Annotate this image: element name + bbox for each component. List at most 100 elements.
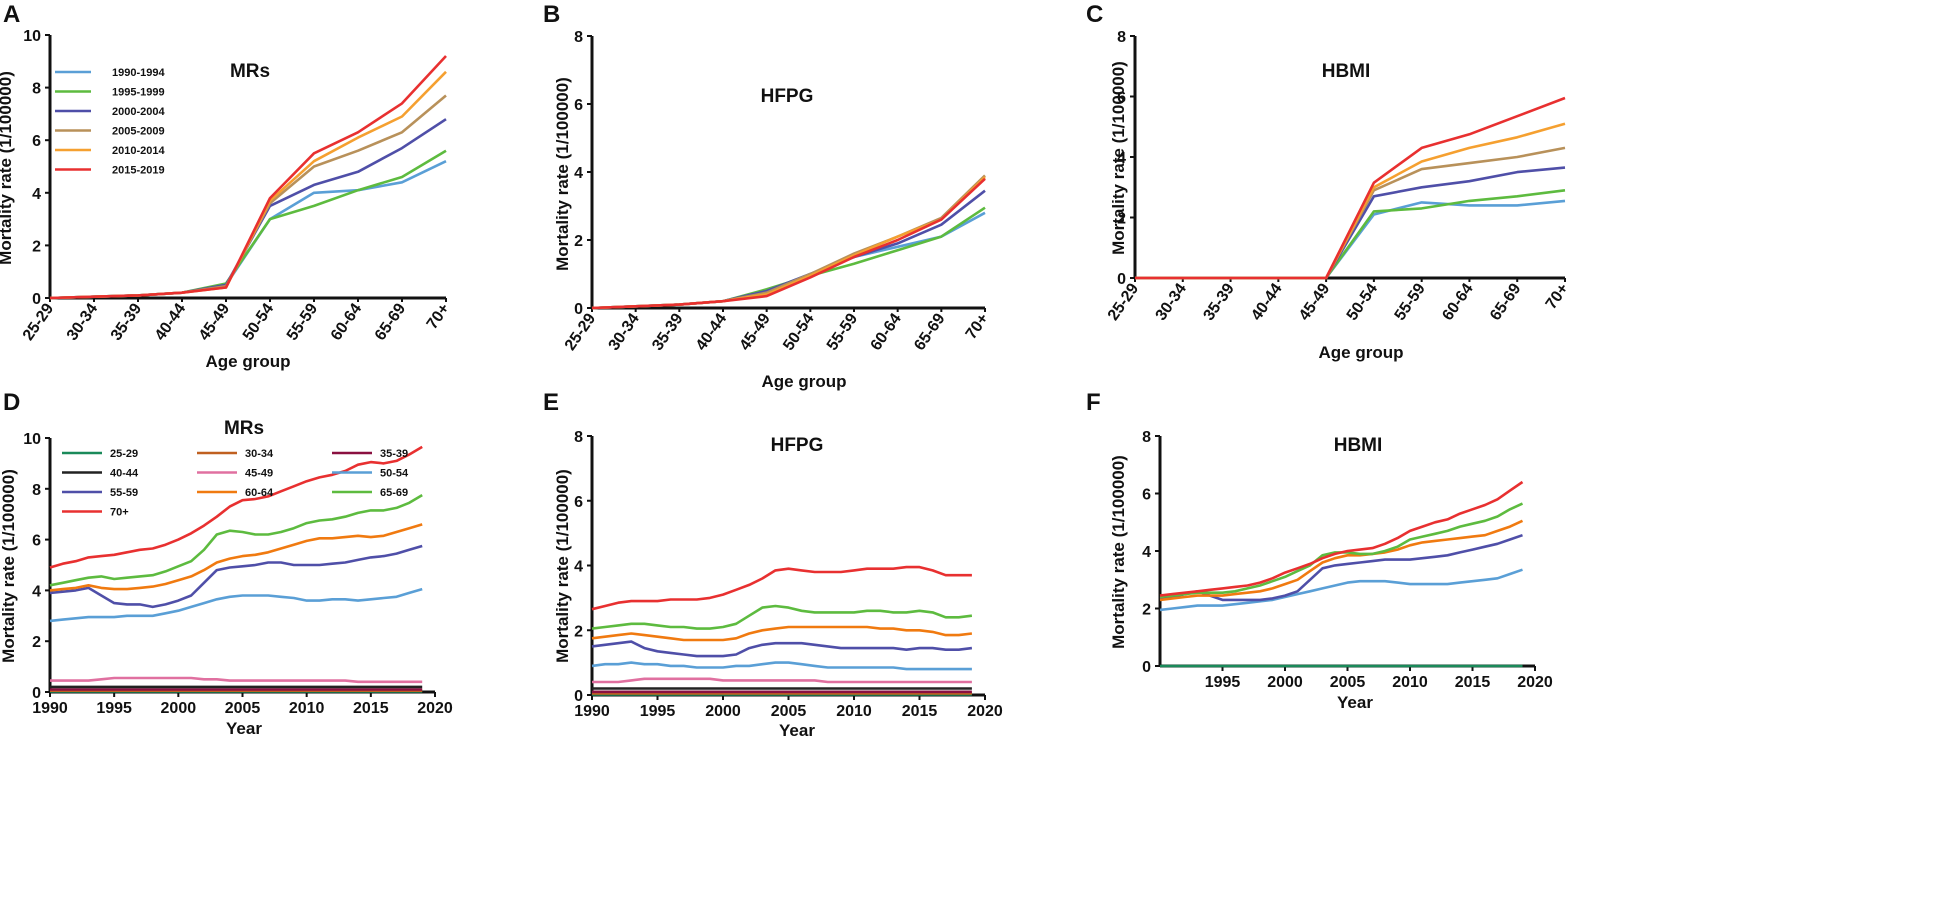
y-axis-label: Mortality rate (1/100000) [1109,455,1128,649]
chart-panel-e: E HFPG Mortality rate (1/100000) Year 0 2 4 6 8 1… [543,389,1003,740]
x-tick-label: 2020 [1517,674,1553,691]
series-line-1995-1999 [49,149,447,300]
x-axis-label: Year [226,719,262,738]
x-tick-label: 2000 [1267,674,1303,691]
x-axis-label: Age group [206,352,291,371]
series-line-55-59 [49,544,423,609]
x-tick-label: 2020 [417,700,453,717]
x-tick-label: 2005 [1330,674,1366,691]
series-line-60-64 [591,625,973,642]
y-tick-label: 2 [1117,211,1126,228]
legend-label-2015-2019: 2015-2019 [112,165,165,177]
x-tick-label: 60-64 [1439,280,1476,323]
x-tick-label: 2010 [1392,674,1428,691]
legend-label-70plus: 70+ [110,507,129,519]
y-tick-label: 6 [574,494,583,511]
chart-title: HBMI [1322,61,1371,82]
legend: 1990-1994 1995-1999 2000-2004 2005-2009 2010… [55,67,165,177]
x-tick-label: 2010 [836,703,872,720]
y-tick-label: 10 [23,431,41,448]
series-line-2010-2014 [1135,122,1566,280]
panel-letter: F [1086,389,1101,416]
series-line-2015-2019 [49,55,447,300]
chart-panel-c: C HBMI Mortality rate (1/100000) Age group 0… [1086,1,1572,362]
legend-label-40-44: 40-44 [110,468,139,480]
series-line-50-54 [591,661,972,671]
y-tick-label: 4 [574,165,583,182]
y-tick-label: 8 [574,29,583,46]
chart-panel-f: F HBMI Mortality rate (1/100000) Year 0 2 4 6 8 1… [1086,389,1553,712]
x-tick-label: 2005 [225,700,261,717]
x-tick-label: 35-39 [1200,280,1237,323]
series-line-50-54 [1159,568,1523,612]
y-tick-label: 4 [32,583,41,600]
x-tick-label: 25-29 [20,300,57,343]
series-line-65-69 [591,604,973,630]
chart-title: MRs [224,418,264,439]
x-tick-label: 30-34 [1153,280,1190,323]
legend-label-60-64: 60-64 [245,487,274,499]
legend-label-55-59: 55-59 [110,487,138,499]
panel-letter: D [3,389,20,416]
x-tick-label: 55-59 [824,310,861,353]
y-tick-label: 6 [1117,90,1126,107]
panel-letter: B [543,1,560,28]
legend-label-30-34: 30-34 [245,448,274,460]
series-line-2000-2004 [591,189,986,310]
y-axis-label: Mortality rate (1/100000) [553,469,572,663]
x-axis-label: Year [1337,693,1373,712]
x-tick-label: 65-69 [1487,280,1524,323]
legend-label-2010-2014: 2010-2014 [112,145,165,157]
series-line-65-69 [49,493,423,587]
series-line-2000-2004 [1135,166,1566,280]
legend-label-25-29: 25-29 [110,448,138,460]
y-tick-label: 4 [574,559,583,576]
series-line-2000-2004 [49,118,447,300]
x-tick-label: 45-49 [1296,280,1333,323]
y-tick-label: 10 [23,28,41,45]
y-tick-label: 8 [574,429,583,446]
series-line-60-64 [1159,519,1524,602]
x-tick-label: 1990 [32,700,68,717]
x-tick-label: 40-44 [152,300,189,343]
legend-label-2000-2004: 2000-2004 [112,106,165,118]
series-line-50-54 [49,587,423,623]
x-tick-label: 2015 [1455,674,1491,691]
panel-letter: C [1086,1,1103,28]
x-tick-label: 1995 [640,703,676,720]
series-line-70plus [1159,480,1524,597]
y-tick-label: 0 [574,301,583,318]
x-tick-label: 1990 [574,703,610,720]
series-line-2005-2009 [49,94,447,300]
legend-label-2005-2009: 2005-2009 [112,126,165,138]
y-axis-label: Mortality rate (1/100000) [553,77,572,271]
x-axis-label: Age group [1319,343,1404,362]
y-tick-label: 4 [1142,544,1151,561]
legend: 25-29 30-34 35-39 40-44 45-49 50-54 55-59 60-64… [62,448,409,519]
x-tick-label: 35-39 [649,310,686,353]
y-tick-label: 2 [32,238,41,255]
x-tick-label: 2015 [902,703,938,720]
y-axis-label: Mortality rate (1/100000) [0,469,18,663]
x-tick-label: 70+ [963,311,992,343]
y-tick-label: 6 [1142,487,1151,504]
series-line-55-59 [1159,533,1523,602]
x-tick-label: 1995 [96,700,132,717]
y-tick-label: 8 [32,482,41,499]
x-tick-label: 2010 [289,700,325,717]
series-line-60-64 [49,523,423,592]
y-tick-label: 2 [574,623,583,640]
series-line-2005-2009 [1135,146,1566,280]
x-tick-label: 30-34 [606,310,643,353]
panel-letter: A [3,1,20,28]
x-tick-label: 2005 [771,703,807,720]
series-line-2015-2019 [591,177,986,310]
x-tick-label: 50-54 [780,310,817,353]
x-tick-label: 70+ [1543,281,1572,313]
chart-title: HFPG [771,435,824,456]
x-tick-label: 2000 [161,700,197,717]
x-tick-label: 45-49 [737,310,774,353]
legend-label-1990-1994: 1990-1994 [112,67,165,79]
